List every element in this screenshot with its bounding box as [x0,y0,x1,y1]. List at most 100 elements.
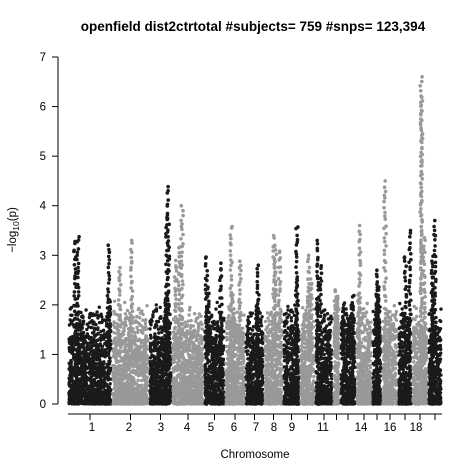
snp-point [122,326,126,331]
snp-point [123,354,127,358]
snp-point [196,328,200,333]
snp-point [207,333,211,338]
snp-point [145,304,149,308]
snp-point [194,389,198,393]
snp-point [181,382,185,386]
snp-point [129,353,134,358]
snp-point [153,385,157,389]
snp-point [73,267,78,271]
snp-point [143,348,148,352]
snp-point [91,395,96,399]
snp-point [106,368,111,372]
snp-point [108,324,113,329]
snp-point [76,238,81,242]
snp-point [93,361,97,366]
snp-point [76,265,80,270]
snp-point [94,367,99,372]
snp-point [181,232,185,237]
snp-point [143,327,147,332]
snp-point [194,381,198,385]
snp-point [165,248,169,253]
snp-point [138,394,142,399]
snp-point [167,358,171,363]
snp-point [219,366,224,370]
snp-point [242,313,246,317]
snp-point [117,276,121,280]
snp-point [224,381,228,385]
snp-point [73,274,77,278]
snp-point [154,303,158,307]
snp-point [218,351,222,356]
snp-point [81,361,85,365]
snp-point [164,382,169,386]
snp-point [163,321,167,326]
snp-point [215,328,219,333]
snp-point [87,336,92,341]
snp-point [183,333,188,337]
snp-point [156,347,160,351]
snp-point [79,367,84,372]
snp-point [148,356,153,360]
snp-point [73,340,78,345]
snp-point [179,237,183,241]
snp-point [164,313,169,317]
snp-point [73,323,78,327]
snp-point [165,259,170,263]
snp-point [106,271,111,275]
snp-point [205,343,210,348]
snp-point [199,314,203,318]
snp-point [136,345,140,349]
snp-point [117,368,121,373]
snp-point [109,366,113,370]
snp-point [143,364,147,368]
snp-point [76,261,81,266]
snp-point [206,373,211,377]
snp-point [127,367,131,371]
snp-point [111,349,115,353]
snp-point [112,371,116,375]
snp-point [73,316,77,321]
snp-point [129,255,133,260]
snp-point [162,344,167,349]
snp-point [123,300,127,305]
snp-point [152,346,157,350]
snp-point [187,342,191,347]
snp-point [154,323,158,327]
snp-point [82,346,86,350]
snp-point [127,390,131,394]
snp-point [139,363,144,367]
snp-point [152,379,157,384]
snp-point [130,399,134,404]
snp-point [180,361,184,366]
snp-point [128,311,132,315]
snp-point [73,398,77,402]
snp-point [123,369,127,373]
snp-point [102,318,107,322]
snp-point [203,367,208,371]
snp-point [186,319,190,323]
snp-point [178,386,183,390]
snp-point [153,397,158,402]
snp-point [130,289,135,293]
snp-point [141,325,145,329]
snp-point [89,325,94,330]
snp-point [133,363,138,368]
snp-point [173,308,177,313]
snp-point [142,353,146,357]
snp-point [155,364,160,369]
snp-point [124,348,128,352]
snp-point [73,363,77,368]
snp-point [162,316,167,321]
snp-point [73,367,78,371]
snp-point [164,334,168,338]
snp-point [219,321,224,325]
snp-point [133,337,137,342]
snp-point [207,329,212,334]
snp-point [98,392,102,396]
snp-point [177,317,182,322]
snp-point [130,259,134,264]
snp-point [119,356,124,360]
snp-point [173,326,177,331]
snp-point [118,293,122,297]
snp-point [117,353,121,358]
